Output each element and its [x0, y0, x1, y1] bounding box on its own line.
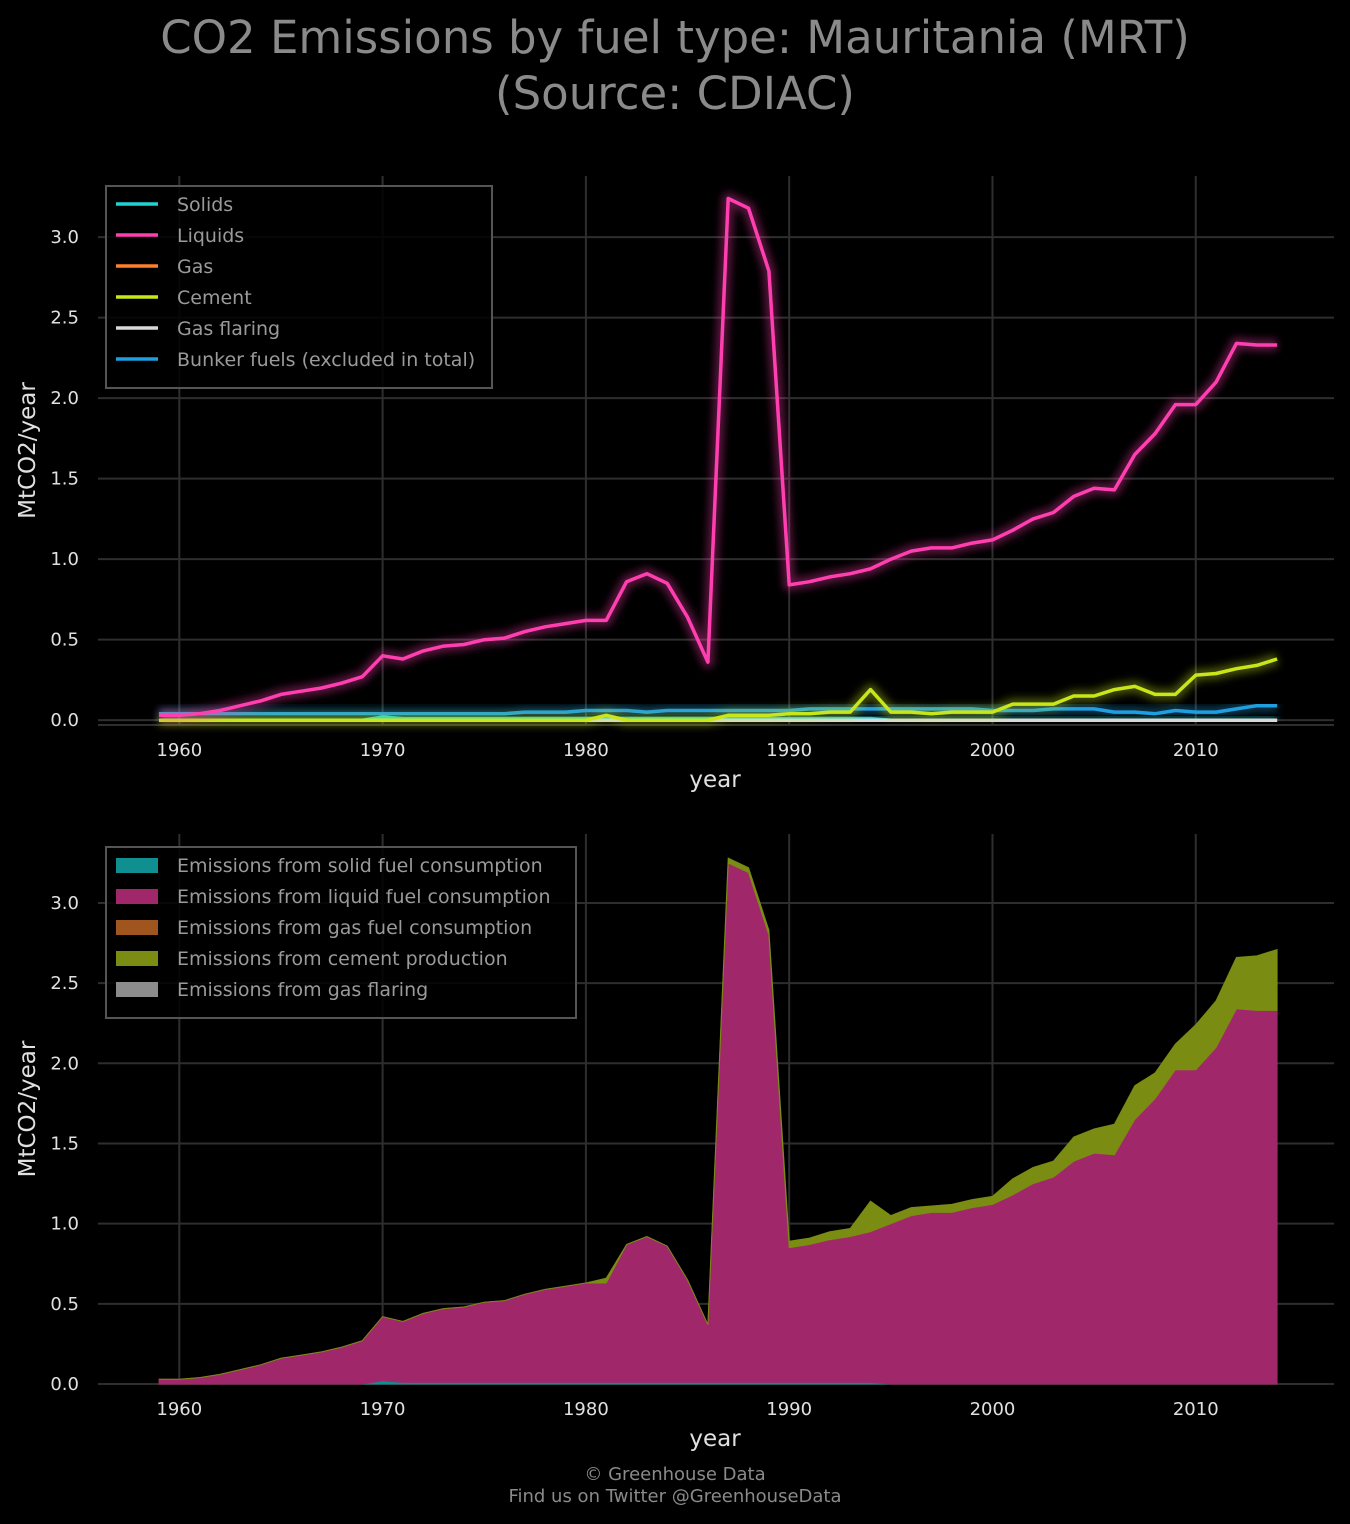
- y-tick-label: 2.5: [50, 308, 79, 329]
- legend-label-gas: Gas: [177, 256, 213, 278]
- legend-label-bunker-fuels-excluded-in-total: Bunker fuels (excluded in total): [177, 349, 475, 371]
- legend-item: Solids: [116, 194, 233, 216]
- title-line-2: (Source: CDIAC): [495, 67, 855, 120]
- legend: Solids Liquids Gas Cement Gas flaring Bunker …: [105, 185, 493, 389]
- x-tick-label: 1960: [156, 1399, 202, 1420]
- legend-box: [105, 846, 577, 1019]
- y-tick-label: 0.0: [50, 1374, 79, 1395]
- legend-label-emissions-from-gas-flaring: Emissions from gas flaring: [177, 979, 428, 1001]
- y-tick-labels: 0.0 0.5 1.0 1.5 2.0 2.5 3.0: [50, 227, 79, 731]
- series-line-liquids: [159, 196, 1278, 718]
- series-cement: [159, 653, 1279, 727]
- y-axis-label: MtCO2/year: [15, 382, 41, 519]
- title-line-1: CO2 Emissions by fuel type: Mauritania (…: [160, 11, 1190, 64]
- y-tick-label: 3.0: [50, 227, 79, 248]
- series-liquids: [159, 192, 1278, 722]
- legend-label-emissions-from-liquid-fuel-consumption: Emissions from liquid fuel consumption: [177, 886, 551, 908]
- legend-label-cement: Cement: [177, 287, 252, 309]
- y-tick-label: 2.0: [50, 388, 79, 409]
- x-tick-label: 1990: [766, 1399, 812, 1420]
- y-tick-label: 2.0: [50, 1053, 79, 1074]
- y-tick-labels: 0.0 0.5 1.0 1.5 2.0 2.5 3.0: [50, 893, 79, 1395]
- y-tick-label: 1.0: [50, 1214, 79, 1235]
- legend: Emissions from solid fuel consumption Emi…: [105, 846, 577, 1019]
- x-tick-label: 2010: [1173, 1399, 1219, 1420]
- x-tick-label: 1960: [156, 740, 202, 761]
- x-tick-label: 2000: [970, 1399, 1016, 1420]
- legend-item: Emissions from gas flaring: [116, 979, 428, 1001]
- legend-item: Emissions from cement production: [116, 948, 508, 970]
- legend-item: Cement: [116, 287, 252, 309]
- plot-area: [159, 192, 1279, 727]
- legend-item: Bunker fuels (excluded in total): [116, 349, 475, 371]
- x-tick-label: 1970: [360, 740, 406, 761]
- x-tick-label: 2000: [970, 740, 1016, 761]
- legend-item: Emissions from solid fuel consumption: [116, 855, 543, 877]
- x-tick-labels: 1960 1970 1980 1990 2000 2010: [156, 1399, 1218, 1420]
- footer: © Greenhouse Data Find us on Twitter @Gr…: [0, 1464, 1350, 1508]
- legend-swatch-emissions-from-solid-fuel-consumption: [116, 858, 158, 873]
- x-axis-label: year: [689, 767, 741, 793]
- footer-twitter: Find us on Twitter @GreenhouseData: [508, 1486, 842, 1507]
- legend-label-emissions-from-gas-fuel-consumption: Emissions from gas fuel consumption: [177, 917, 532, 939]
- y-tick-label: 1.5: [50, 1133, 79, 1154]
- y-tick-label: 0.5: [50, 630, 79, 651]
- stacked-area-chart-panel: 1960 1970 1980 1990 2000 2010 0.0 0.5 1.0 1.5 2.0 2…: [15, 834, 1334, 1452]
- y-axis-label: MtCO2/year: [15, 1040, 41, 1177]
- y-tick-label: 0.5: [50, 1294, 79, 1315]
- legend-label-gas-flaring: Gas flaring: [177, 318, 280, 340]
- series-line-bunker-fuels-excluded-in-total: [159, 703, 1278, 716]
- legend-swatch-emissions-from-cement-production: [116, 951, 158, 966]
- legend-label-emissions-from-solid-fuel-consumption: Emissions from solid fuel consumption: [177, 855, 543, 877]
- area-emissions-from-cement-production: [159, 857, 1278, 1380]
- line-chart-panel: 1960 1970 1980 1990 2000 2010 0.0 0.5 1.0 1.5 2.0 2…: [15, 176, 1334, 793]
- legend-item: Gas: [116, 256, 213, 278]
- legend-item: Emissions from gas fuel consumption: [116, 917, 532, 939]
- legend-swatch-emissions-from-liquid-fuel-consumption: [116, 889, 158, 904]
- x-tick-labels: 1960 1970 1980 1990 2000 2010: [156, 740, 1218, 761]
- plot-area: [158, 857, 1278, 1385]
- legend-item: Gas flaring: [116, 318, 280, 340]
- legend-label-solids: Solids: [177, 194, 233, 216]
- series-line-cement: [159, 657, 1278, 722]
- y-tick-label: 1.5: [50, 469, 79, 490]
- x-tick-label: 1970: [360, 1399, 406, 1420]
- legend-swatch-emissions-from-gas-fuel-consumption: [116, 920, 158, 935]
- x-tick-label: 2010: [1173, 740, 1219, 761]
- y-tick-label: 2.5: [50, 973, 79, 994]
- x-tick-label: 1980: [563, 740, 609, 761]
- legend-box: [105, 185, 493, 389]
- legend-item: Liquids: [116, 225, 244, 247]
- x-axis-label: year: [689, 1426, 741, 1452]
- series-bunker-fuels-excluded-in-total: [159, 699, 1278, 720]
- y-tick-label: 1.0: [50, 549, 79, 570]
- legend-item: Emissions from liquid fuel consumption: [116, 886, 551, 908]
- y-tick-label: 3.0: [50, 893, 79, 914]
- y-tick-label: 0.0: [50, 710, 79, 731]
- legend-label-liquids: Liquids: [177, 225, 244, 247]
- legend-swatch-emissions-from-gas-flaring: [116, 982, 158, 997]
- x-tick-label: 1990: [766, 740, 812, 761]
- legend-label-emissions-from-cement-production: Emissions from cement production: [177, 948, 508, 970]
- chart-title: CO2 Emissions by fuel type: Mauritania (…: [0, 10, 1350, 122]
- footer-copyright: © Greenhouse Data: [584, 1464, 766, 1485]
- x-tick-label: 1980: [563, 1399, 609, 1420]
